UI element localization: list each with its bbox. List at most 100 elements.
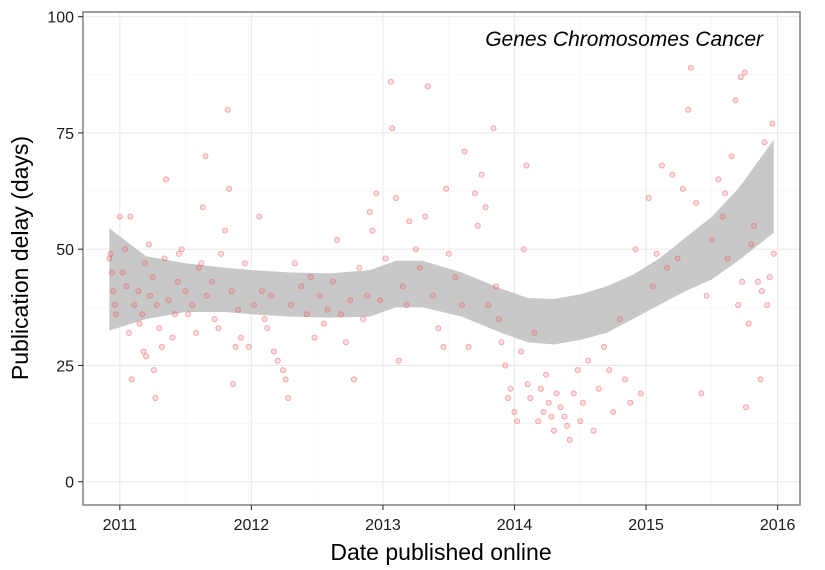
data-point [703,292,710,299]
data-point [766,274,773,281]
data-point [112,311,119,318]
data-point [551,427,558,434]
data-point [474,222,481,229]
data-point [116,213,123,220]
data-point [627,399,634,406]
data-point [761,139,768,146]
data-point [443,185,450,192]
data-point [316,292,323,299]
data-point [369,227,376,234]
y-tick-label: 100 [47,10,74,27]
data-point [245,343,252,350]
data-point [136,320,143,327]
data-point [356,264,363,271]
data-point [502,362,509,369]
data-point [416,264,423,271]
data-point [698,390,705,397]
data-point [543,371,550,378]
data-point [537,385,544,392]
data-point [674,255,681,262]
data-point [518,348,525,355]
data-point [452,274,459,281]
data-point [769,120,776,127]
data-point [553,390,560,397]
data-point [507,385,514,392]
data-point [373,190,380,197]
x-tick-label: 2016 [760,517,796,534]
data-point [531,329,538,336]
data-point [287,301,294,308]
data-point [693,199,700,206]
data-point [350,376,357,383]
data-point [235,306,242,313]
data-point [135,288,142,295]
data-point [482,204,489,211]
data-point [590,427,597,434]
data-point [493,283,500,290]
data-point [511,408,518,415]
data-point [329,278,336,285]
y-axis: 0 25 50 75 100 [47,10,83,492]
data-point [498,339,505,346]
data-point [601,343,608,350]
data-point [399,283,406,290]
data-point [616,315,623,322]
data-point [343,339,350,346]
x-tick-label: 2011 [103,517,138,534]
data-point [564,422,571,429]
data-point [172,311,179,318]
data-point [524,381,531,388]
data-point [224,106,231,113]
y-tick-label: 50 [56,242,74,259]
data-point [141,260,148,267]
data-point [622,376,629,383]
data-point [664,264,671,271]
data-point [561,413,568,420]
data-point [258,288,265,295]
data-point [523,162,530,169]
x-tick-label: 2012 [234,517,270,534]
data-point [770,250,777,257]
data-point [169,334,176,341]
data-point [574,367,581,374]
data-point [669,171,676,178]
data-point [320,320,327,327]
data-point [422,213,429,220]
data-point [161,255,168,262]
data-point [208,278,215,285]
data-points [106,64,777,443]
data-point [758,288,765,295]
data-point [719,213,726,220]
data-point [514,418,521,425]
data-point [107,250,114,257]
data-point [202,153,209,160]
data-point [764,301,771,308]
data-point [150,367,157,374]
data-point [527,394,534,401]
x-tick-label: 2014 [497,517,533,534]
data-point [178,246,185,253]
data-point [465,343,472,350]
data-point [732,97,739,104]
data-point [395,357,402,364]
data-point [535,418,542,425]
data-point [708,236,715,243]
data-point [577,418,584,425]
data-point [143,353,150,360]
data-point [728,153,735,160]
data-point [119,269,126,276]
data-point [393,194,400,201]
data-point [128,376,135,383]
data-point [545,399,552,406]
data-point [632,246,639,253]
data-point [377,297,384,304]
confidence-band [109,139,774,345]
data-point [658,162,665,169]
data-point [152,394,159,401]
y-tick-label: 25 [56,358,74,375]
data-point [162,176,169,183]
data-point [735,301,742,308]
data-point [158,343,165,350]
data-point [228,288,235,295]
